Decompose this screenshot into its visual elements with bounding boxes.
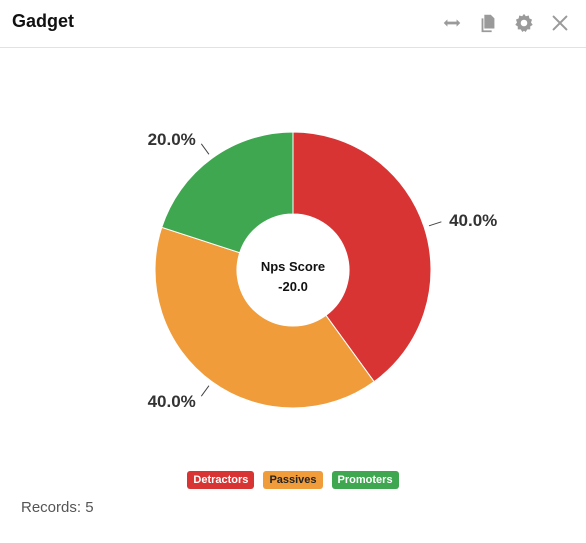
center-label: Nps Score — [261, 259, 325, 274]
copy-icon[interactable] — [476, 11, 500, 35]
label-leader-promoters — [200, 143, 210, 155]
chart-legend: Detractors Passives Promoters — [0, 471, 586, 489]
label-leader-detractors — [428, 221, 442, 227]
slice-label-detractors: 40.0% — [449, 211, 497, 230]
gear-icon[interactable] — [512, 11, 536, 35]
gadget-toolbar — [440, 11, 572, 35]
gadget-header: Gadget — [0, 0, 586, 48]
donut-hole — [237, 214, 349, 326]
label-leader-passives — [200, 385, 210, 397]
legend-item-passives[interactable]: Passives — [263, 471, 323, 489]
nps-donut-chart: 40.0% 40.0% 20.0% Nps Score -20.0 — [148, 130, 498, 411]
records-count: Records: 5 — [21, 499, 94, 516]
legend-item-detractors[interactable]: Detractors — [187, 471, 255, 489]
legend-item-promoters[interactable]: Promoters — [331, 471, 399, 489]
gadget-title: Gadget — [12, 11, 75, 31]
center-value: -20.0 — [278, 279, 308, 294]
close-icon[interactable] — [548, 11, 572, 35]
expand-horizontal-icon[interactable] — [440, 11, 464, 35]
slice-label-passives: 40.0% — [148, 392, 196, 411]
slice-label-promoters: 20.0% — [148, 130, 196, 149]
